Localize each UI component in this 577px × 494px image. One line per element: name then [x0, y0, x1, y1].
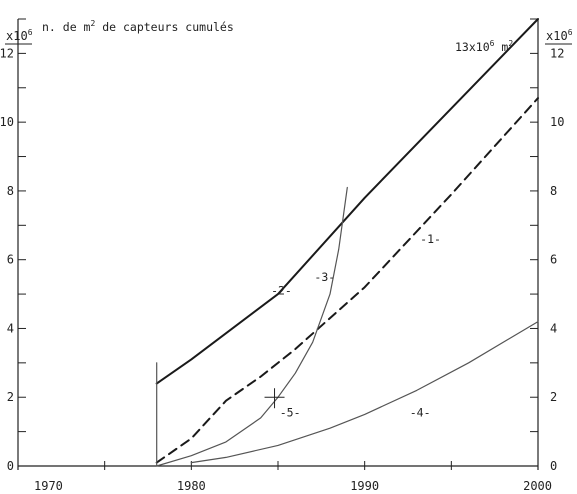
x-tick-label: 1980	[177, 479, 206, 493]
y-left-tick-label: 6	[7, 253, 14, 267]
y-right-tick-label: 0	[550, 459, 557, 473]
y-left-multiplier: x106	[6, 28, 33, 43]
y-left-tick-label: 0	[7, 459, 14, 473]
series-annotation: -1-	[420, 232, 441, 246]
y-right-tick-label: 6	[550, 253, 557, 267]
series-line-4	[190, 321, 539, 464]
series-line-1	[155, 97, 539, 464]
series-line-3	[156, 186, 348, 467]
y-right-tick-label: 4	[550, 321, 557, 335]
x-tick-label: 2000	[523, 479, 552, 493]
y-right-tick-label: 12	[550, 46, 564, 60]
end-value-annotation: 13x106 m2	[455, 39, 513, 54]
axes-layer	[17, 18, 539, 470]
series-annotation: -2-	[271, 284, 292, 298]
y-left-tick-label: 10	[0, 115, 14, 129]
series-layer	[155, 18, 539, 467]
y-right-tick-label: 2	[550, 390, 557, 404]
y-left-tick-label: 12	[0, 46, 14, 60]
label-layer: 1970 1980 1990 2000 0 2 4 6 8 10 12 0 2 4 6 8 10 12 x106 x1…	[0, 19, 573, 493]
series-annotation: -4-	[410, 406, 431, 420]
y-left-tick-label: 2	[7, 390, 14, 404]
y-left-tick-label: 4	[7, 321, 14, 335]
y-right-multiplier: x106	[546, 28, 573, 43]
y-left-tick-label: 8	[7, 184, 14, 198]
y-right-tick-label: 8	[550, 184, 557, 198]
chart-title: n. de m2 de capteurs cumulés	[42, 19, 234, 34]
x-tick-label: 1990	[350, 479, 379, 493]
y-right-tick-label: 10	[550, 115, 564, 129]
series-line-2	[155, 18, 539, 385]
x-tick-label: 1970	[34, 479, 63, 493]
series-annotation: -3-	[314, 270, 335, 284]
series-annotation: -5-	[280, 406, 301, 420]
